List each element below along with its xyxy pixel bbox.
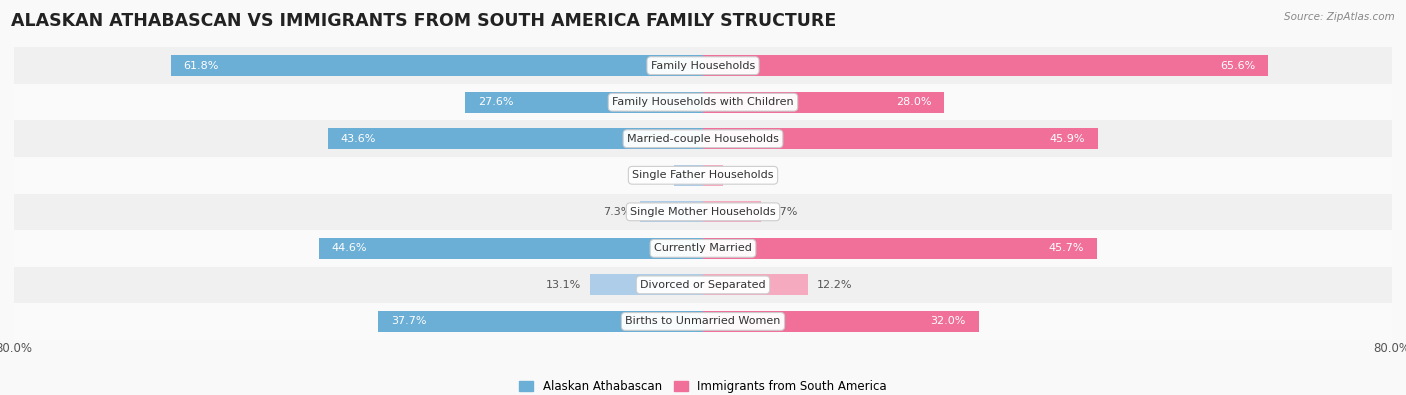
Bar (703, 92, 945, 113)
Bar (14, 267, 1392, 303)
Text: 45.9%: 45.9% (1050, 134, 1085, 144)
Bar (14, 47, 1392, 84)
Text: ALASKAN ATHABASCAN VS IMMIGRANTS FROM SOUTH AMERICA FAMILY STRUCTURE: ALASKAN ATHABASCAN VS IMMIGRANTS FROM SO… (11, 12, 837, 30)
Bar (703, 55, 1268, 76)
Text: 65.6%: 65.6% (1220, 61, 1256, 71)
Text: 28.0%: 28.0% (896, 97, 931, 107)
Bar (319, 238, 703, 259)
Bar (14, 230, 1392, 267)
Text: 6.7%: 6.7% (769, 207, 797, 217)
Bar (14, 157, 1392, 194)
Text: 44.6%: 44.6% (332, 243, 367, 253)
Bar (703, 238, 1097, 259)
Text: 7.3%: 7.3% (603, 207, 631, 217)
Text: Married-couple Households: Married-couple Households (627, 134, 779, 144)
Text: 61.8%: 61.8% (184, 61, 219, 71)
Text: 2.3%: 2.3% (731, 170, 759, 180)
Bar (14, 120, 1392, 157)
Text: 37.7%: 37.7% (391, 316, 427, 326)
Text: 27.6%: 27.6% (478, 97, 513, 107)
Bar (703, 201, 761, 222)
Text: 3.4%: 3.4% (637, 170, 665, 180)
Bar (703, 165, 723, 186)
Bar (465, 92, 703, 113)
Text: 12.2%: 12.2% (817, 280, 852, 290)
Bar (640, 201, 703, 222)
Bar (703, 311, 979, 332)
Bar (591, 274, 703, 295)
Text: Single Mother Households: Single Mother Households (630, 207, 776, 217)
Text: 32.0%: 32.0% (931, 316, 966, 326)
Text: Single Father Households: Single Father Households (633, 170, 773, 180)
Text: 45.7%: 45.7% (1047, 243, 1084, 253)
Bar (14, 303, 1392, 340)
Bar (378, 311, 703, 332)
Bar (328, 128, 703, 149)
Text: Currently Married: Currently Married (654, 243, 752, 253)
Bar (14, 194, 1392, 230)
Text: Births to Unmarried Women: Births to Unmarried Women (626, 316, 780, 326)
Text: Source: ZipAtlas.com: Source: ZipAtlas.com (1284, 12, 1395, 22)
Legend: Alaskan Athabascan, Immigrants from South America: Alaskan Athabascan, Immigrants from Sout… (515, 376, 891, 395)
Text: Divorced or Separated: Divorced or Separated (640, 280, 766, 290)
Bar (673, 165, 703, 186)
Bar (170, 55, 703, 76)
Bar (703, 128, 1098, 149)
Text: Family Households with Children: Family Households with Children (612, 97, 794, 107)
Text: 43.6%: 43.6% (340, 134, 375, 144)
Text: 13.1%: 13.1% (547, 280, 582, 290)
Bar (14, 84, 1392, 120)
Bar (703, 274, 808, 295)
Text: Family Households: Family Households (651, 61, 755, 71)
